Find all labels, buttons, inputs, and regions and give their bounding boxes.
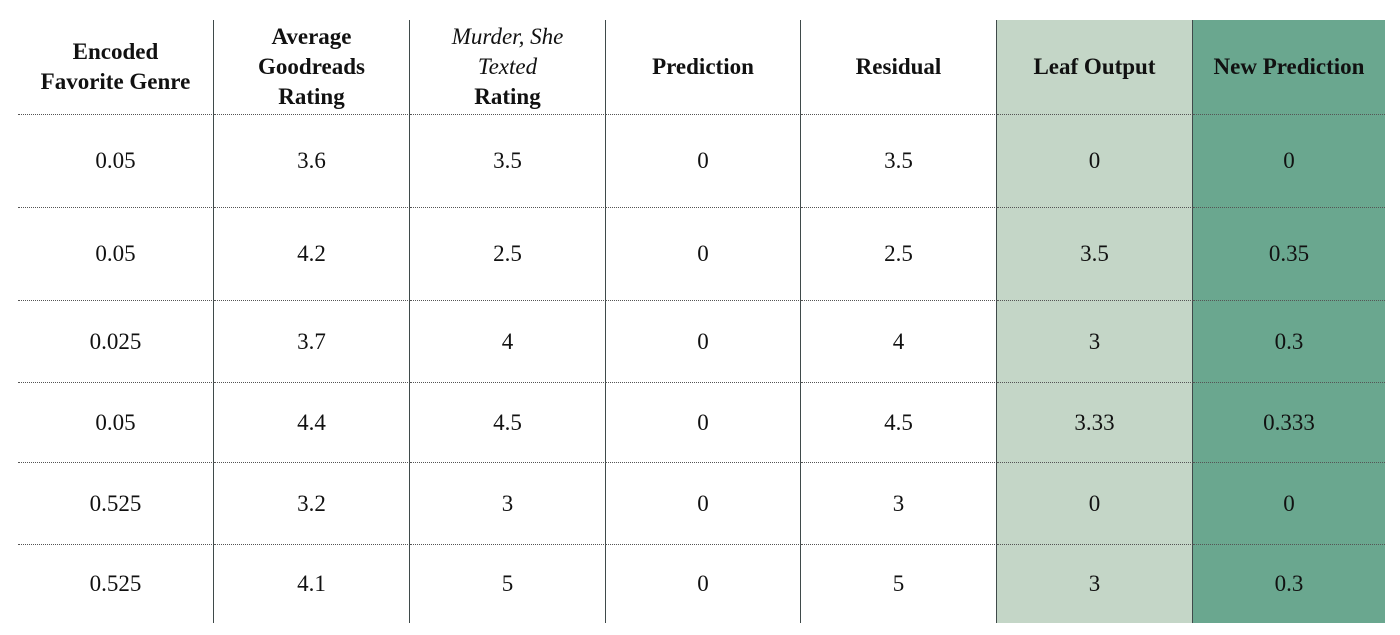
cell-new-prediction: 0 (1193, 115, 1385, 208)
cell-new-prediction: 0.3 (1193, 545, 1385, 623)
cell-new-prediction: 0.333 (1193, 383, 1385, 463)
cell-residual: 3.5 (801, 115, 997, 208)
cell-leaf-output: 3 (997, 301, 1193, 383)
header-line: Rating (278, 84, 345, 109)
gradient-boosting-table: Encoded Favorite Genre Average Goodreads… (18, 20, 1385, 623)
cell-average-goodreads-rating: 4.4 (214, 383, 410, 463)
cell-new-prediction: 0.3 (1193, 301, 1385, 383)
header-line: New Prediction (1213, 54, 1365, 79)
cell-leaf-output: 0 (997, 115, 1193, 208)
header-new-prediction: New Prediction (1193, 20, 1385, 115)
header-encoded-favorite-genre: Encoded Favorite Genre (18, 20, 214, 115)
header-line: Favorite Genre (40, 69, 191, 94)
cell-average-goodreads-rating: 4.1 (214, 545, 410, 623)
cell-new-prediction: 0.35 (1193, 208, 1385, 301)
header-leaf-output: Leaf Output (997, 20, 1193, 115)
header-murder-she-texted-rating: Murder, She Texted Rating (410, 20, 606, 115)
header-average-goodreads-rating: Average Goodreads Rating (214, 20, 410, 115)
cell-leaf-output: 3 (997, 545, 1193, 623)
cell-prediction: 0 (606, 383, 801, 463)
cell-leaf-output: 3.33 (997, 383, 1193, 463)
cell-encoded-favorite-genre: 0.525 (18, 463, 214, 545)
cell-murder-she-texted-rating: 3.5 (410, 115, 606, 208)
cell-murder-she-texted-rating: 2.5 (410, 208, 606, 301)
header-line: Goodreads (258, 54, 365, 79)
cell-residual: 4 (801, 301, 997, 383)
cell-encoded-favorite-genre: 0.05 (18, 383, 214, 463)
cell-murder-she-texted-rating: 3 (410, 463, 606, 545)
cell-murder-she-texted-rating: 4 (410, 301, 606, 383)
header-line: Residual (855, 54, 942, 79)
cell-encoded-favorite-genre: 0.025 (18, 301, 214, 383)
header-line: Leaf Output (1033, 54, 1156, 79)
cell-average-goodreads-rating: 4.2 (214, 208, 410, 301)
cell-leaf-output: 0 (997, 463, 1193, 545)
header-line: Average (271, 24, 352, 49)
header-line: Encoded (72, 39, 159, 64)
header-line-italic: Murder, She (451, 24, 564, 49)
cell-residual: 3 (801, 463, 997, 545)
header-line: Prediction (652, 54, 754, 79)
cell-murder-she-texted-rating: 5 (410, 545, 606, 623)
cell-average-goodreads-rating: 3.6 (214, 115, 410, 208)
cell-encoded-favorite-genre: 0.05 (18, 208, 214, 301)
cell-average-goodreads-rating: 3.2 (214, 463, 410, 545)
cell-average-goodreads-rating: 3.7 (214, 301, 410, 383)
header-residual: Residual (801, 20, 997, 115)
cell-residual: 4.5 (801, 383, 997, 463)
cell-prediction: 0 (606, 208, 801, 301)
cell-encoded-favorite-genre: 0.525 (18, 545, 214, 623)
cell-prediction: 0 (606, 301, 801, 383)
cell-murder-she-texted-rating: 4.5 (410, 383, 606, 463)
cell-prediction: 0 (606, 463, 801, 545)
header-prediction: Prediction (606, 20, 801, 115)
cell-leaf-output: 3.5 (997, 208, 1193, 301)
header-line: Rating (474, 84, 541, 109)
cell-prediction: 0 (606, 115, 801, 208)
cell-prediction: 0 (606, 545, 801, 623)
cell-residual: 2.5 (801, 208, 997, 301)
cell-encoded-favorite-genre: 0.05 (18, 115, 214, 208)
cell-new-prediction: 0 (1193, 463, 1385, 545)
header-line-italic: Texted (477, 54, 538, 79)
cell-residual: 5 (801, 545, 997, 623)
